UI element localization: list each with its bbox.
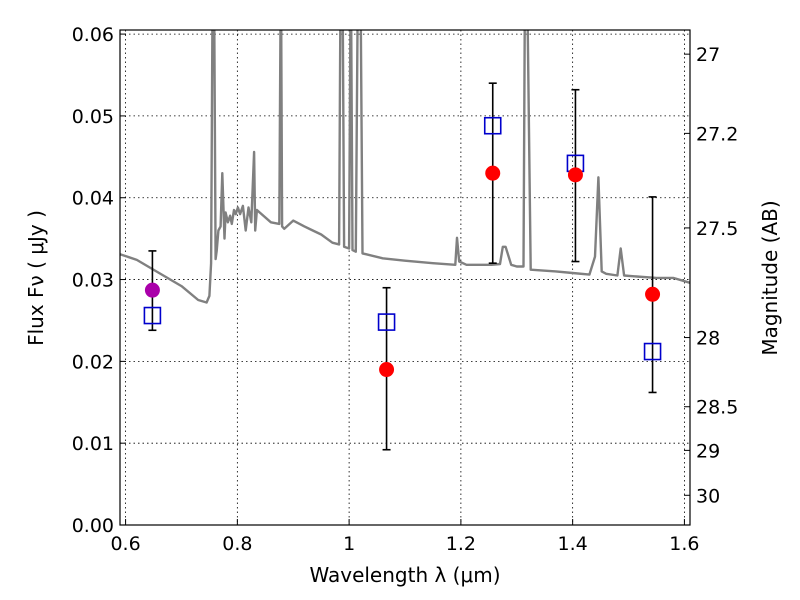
right-tick-label: 30 (696, 485, 720, 507)
x-tick-label: 1.4 (558, 533, 588, 555)
observed-point (485, 165, 501, 181)
right-tick-label: 27.5 (696, 218, 738, 240)
x-tick-label: 1.2 (446, 533, 476, 555)
y-tick-label: 0.00 (72, 515, 114, 537)
model-point (377, 313, 396, 331)
observed-point-highlight (144, 282, 160, 298)
x-tick-label: 1.6 (669, 533, 699, 555)
model-spectrum-layer (120, 30, 690, 304)
observed-point-layer (144, 165, 661, 378)
y-axis-left: 0.00 0.01 0.02 0.03 0.04 0.05 0.06 (72, 24, 126, 537)
right-tick-label: 29 (696, 440, 720, 462)
plot-frame (119, 29, 691, 526)
y-tick-label: 0.03 (72, 270, 114, 292)
model-point-layer (143, 116, 662, 361)
grid-lines (120, 30, 690, 526)
right-axis-label: Magnitude (AB) (758, 200, 782, 355)
y-tick-label: 0.02 (72, 351, 114, 373)
y-axis-right: 27 27.2 27.5 28 28.5 29 30 (684, 44, 738, 507)
x-tick-label: 0.6 (110, 533, 140, 555)
right-tick-label: 27.2 (696, 123, 738, 145)
observed-point (379, 362, 395, 378)
y-tick-label: 0.01 (72, 433, 114, 455)
right-tick-label: 27 (696, 44, 720, 66)
x-tick-label: 0.8 (222, 533, 252, 555)
right-tick-label: 28.5 (696, 397, 738, 419)
model-point (643, 342, 662, 361)
y-tick-label: 0.04 (72, 188, 114, 210)
error-bar-layer (148, 82, 657, 451)
y-tick-label: 0.06 (72, 24, 114, 46)
y-axis-label: Flux Fν ( μJy ) (24, 210, 48, 346)
observed-point (567, 167, 583, 183)
spectrum-line (120, 30, 690, 304)
x-axis-label: Wavelength λ (μm) (309, 563, 500, 587)
y-tick-label: 0.05 (72, 106, 114, 128)
right-tick-label: 28 (696, 328, 720, 350)
x-axis: 0.6 0.8 1 1.2 1.4 1.6 (110, 519, 700, 555)
model-point (143, 306, 162, 325)
x-tick-label: 1 (343, 533, 355, 555)
model-point (483, 116, 502, 135)
observed-point (645, 286, 661, 302)
